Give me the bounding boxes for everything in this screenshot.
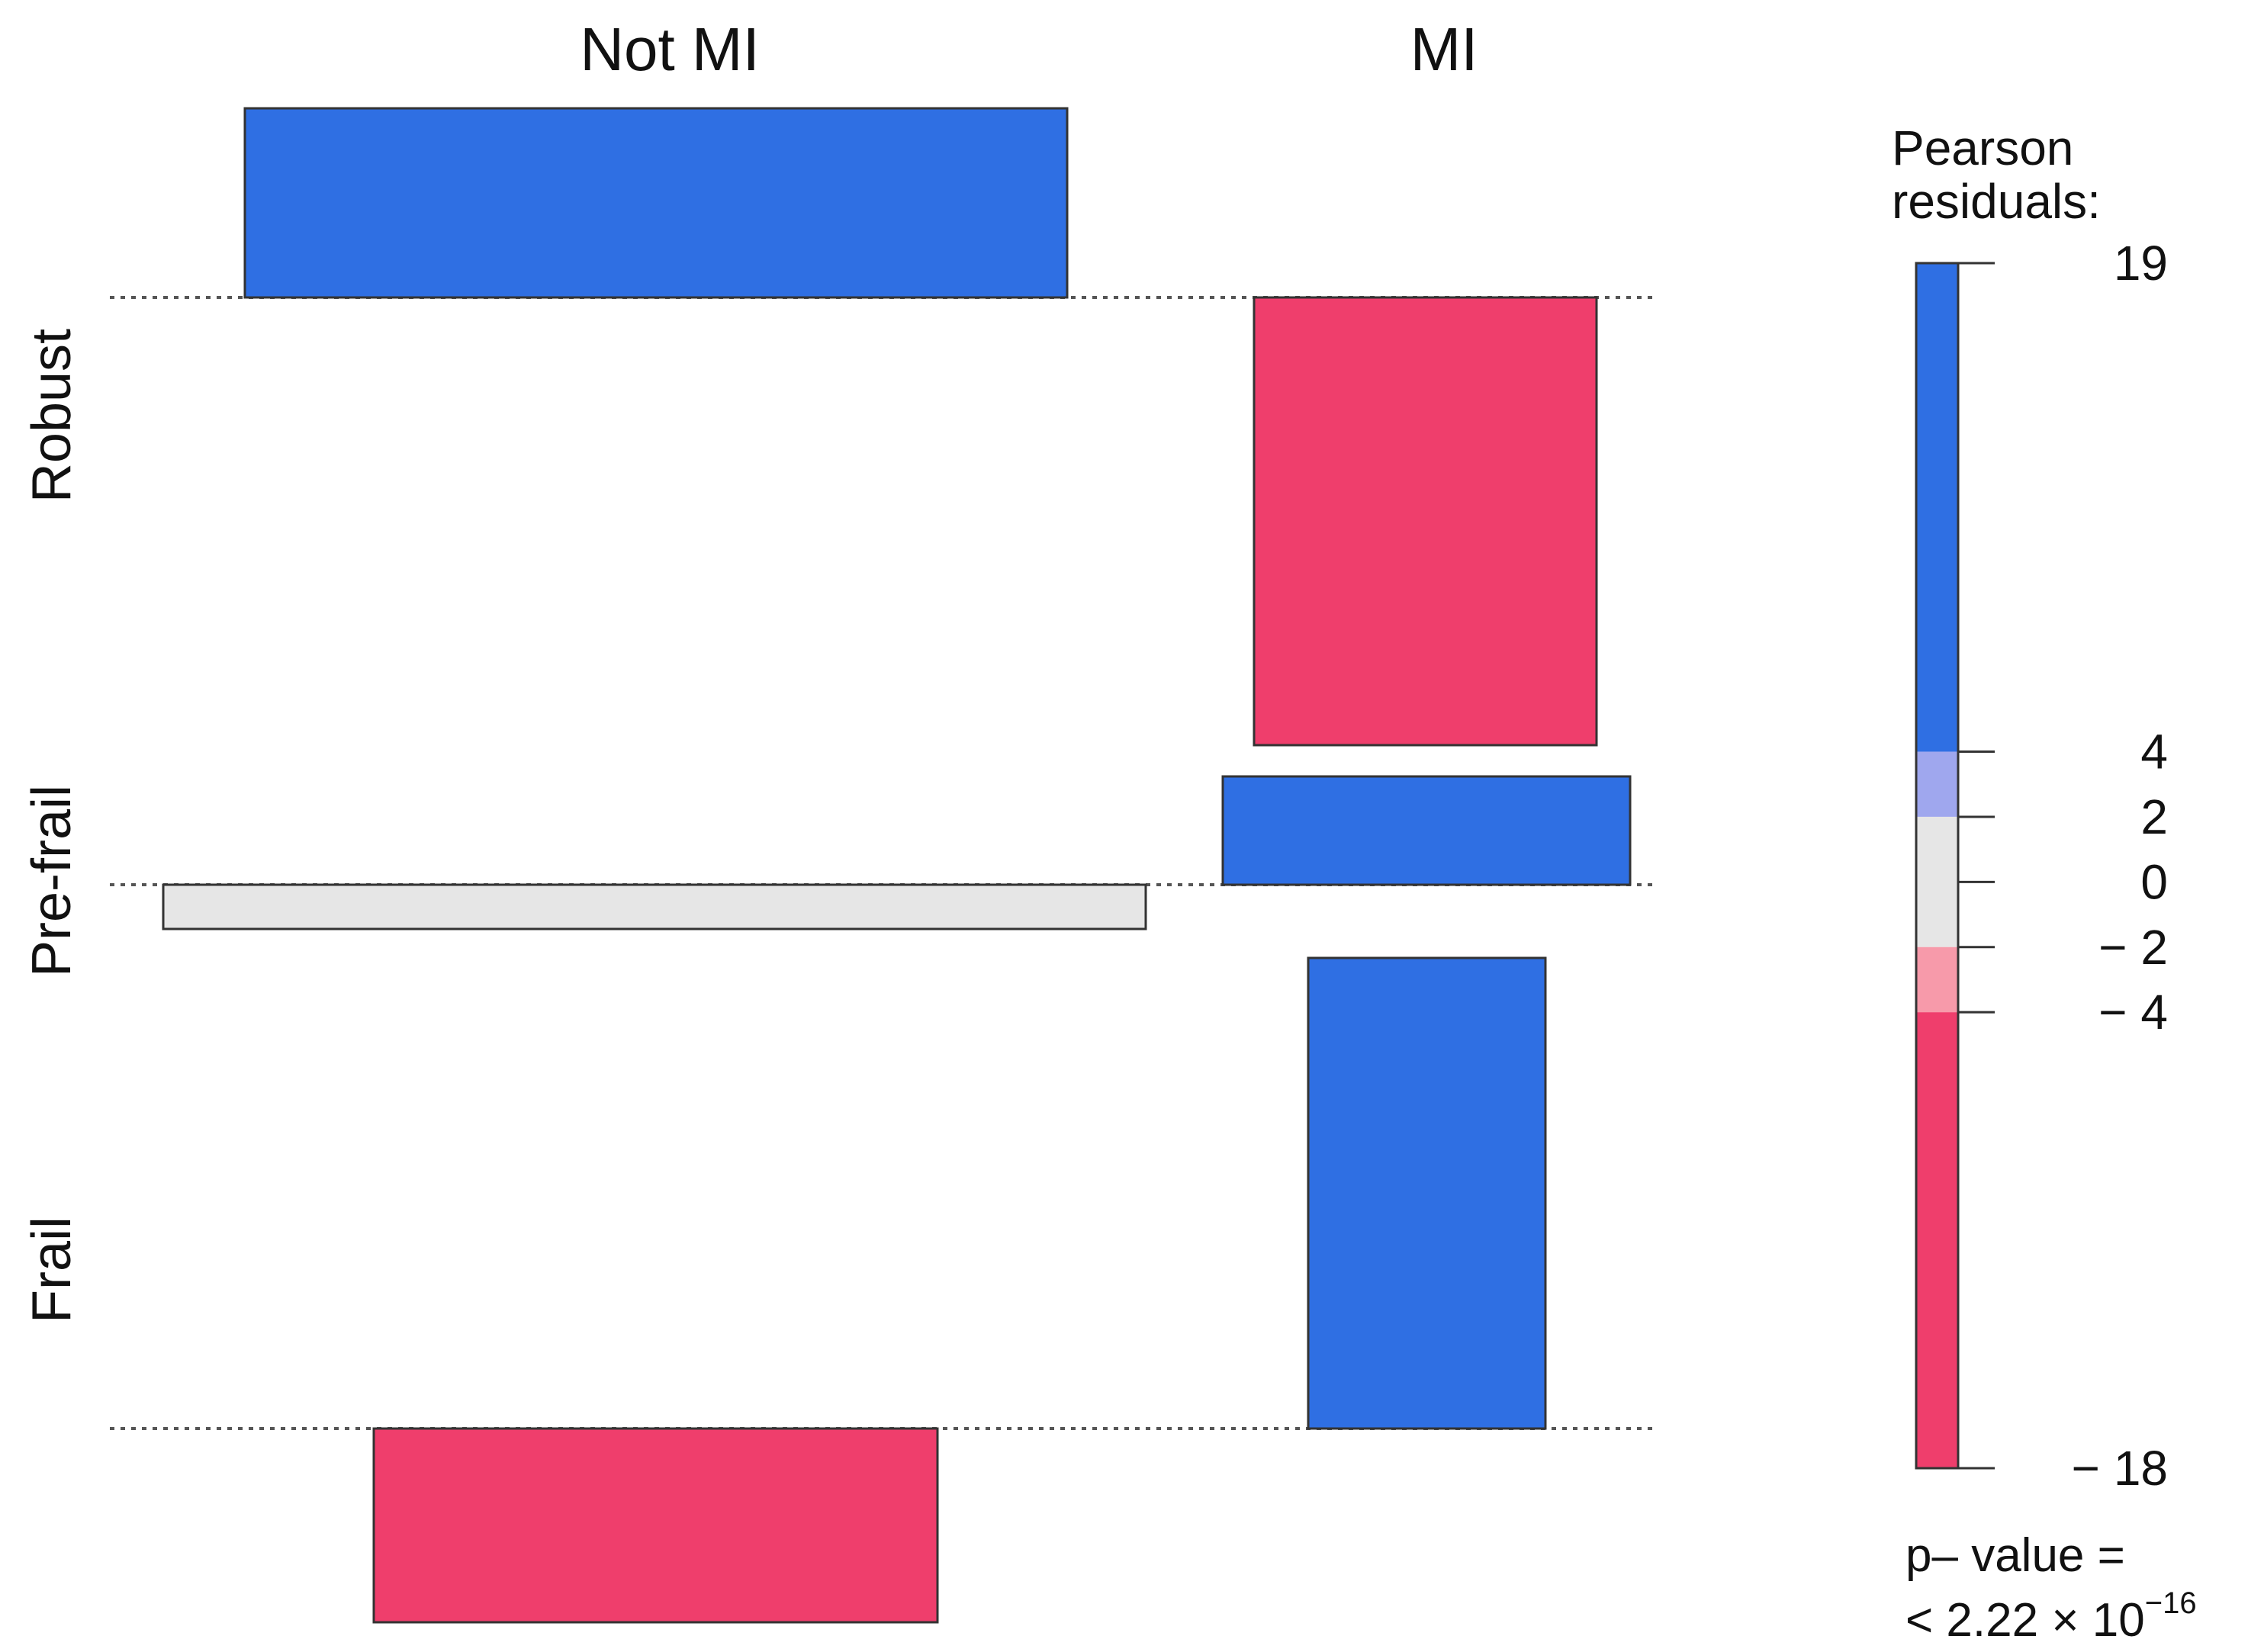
- legend-color-bar: [1916, 263, 1958, 1468]
- pvalue-exponent: −16: [2145, 1586, 2197, 1620]
- legend-tick-label: 2: [2140, 789, 2168, 844]
- legend-band-2: [1916, 816, 1958, 947]
- legend-band-1: [1916, 751, 1958, 817]
- row-label-frail: Frail: [21, 1217, 82, 1323]
- legend-tick-label: 19: [2114, 236, 2168, 291]
- cell-frail-mi: [1307, 956, 1547, 1430]
- legend-tick-label: 4: [2140, 725, 2168, 779]
- row-label-pre-frail: Pre-frail: [21, 785, 82, 977]
- row-label-robust: Robust: [21, 329, 82, 503]
- legend-axis: 19 4 2 0 − 2 − 4 − 18: [1958, 236, 2168, 1496]
- cell-frail-not-mi: [372, 1427, 939, 1624]
- column-label-not-mi: Not MI: [580, 15, 760, 83]
- pvalue-base: < 2.22 × 10: [1905, 1594, 2145, 1647]
- cell-pre-frail-not-mi: [162, 883, 1147, 930]
- column-label-mi: MI: [1410, 15, 1478, 83]
- legend-tick-label: 0: [2140, 854, 2168, 909]
- cell-robust-not-mi: [243, 107, 1069, 299]
- legend-band-3: [1916, 947, 1958, 1013]
- legend-band-0: [1916, 263, 1958, 752]
- pvalue-line2: < 2.22 × 10−16: [1905, 1586, 2197, 1647]
- legend-tick-label: − 4: [2098, 985, 2168, 1040]
- cell-robust-mi: [1253, 296, 1598, 747]
- legend-band-4: [1916, 1012, 1958, 1468]
- cell-pre-frail-mi: [1221, 775, 1632, 886]
- legend-tick-label: − 18: [2072, 1441, 2168, 1496]
- legend-title-line2: residuals:: [1892, 174, 2101, 229]
- legend-title-line1: Pearson: [1892, 121, 2073, 175]
- legend-bar-border: [1915, 262, 1960, 1470]
- legend-tick-label: − 2: [2098, 920, 2168, 975]
- pvalue-line1: p– value =: [1905, 1529, 2125, 1582]
